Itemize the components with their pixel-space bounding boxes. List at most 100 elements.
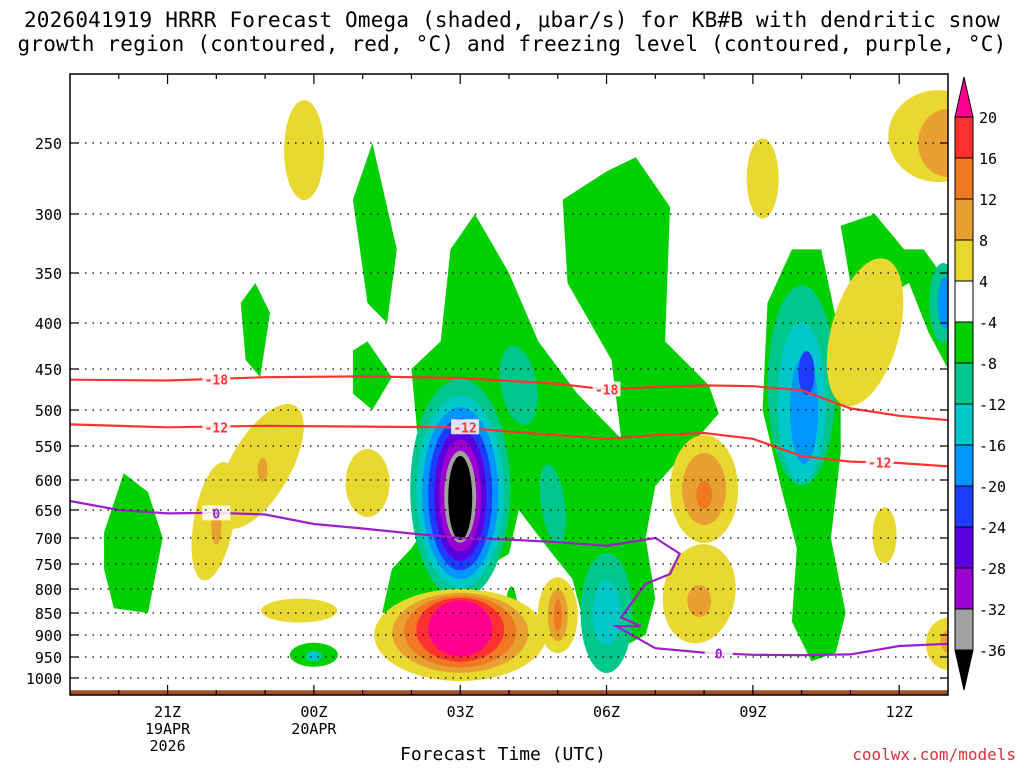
contour-label-0-a-bg	[202, 505, 231, 521]
colorbar-label--32: -32	[979, 601, 1006, 619]
colorbar-label--4: -4	[979, 314, 997, 332]
x-tick-year-21Z: 2026	[149, 737, 185, 755]
omega-cyan-right	[937, 277, 948, 329]
contour-label-minus12-c: -12	[868, 456, 891, 471]
colorbar-label-16: 16	[979, 150, 997, 168]
y-axis: 250 300 350 400 450 500 550 600 650 700 750 800 850 9…	[26, 135, 948, 688]
contour-freezing-level	[70, 499, 948, 657]
omega-green-left	[104, 473, 163, 613]
omega-yellow-850	[261, 598, 338, 623]
omega-cyan-950	[305, 651, 322, 662]
omega-teal-06c	[592, 581, 621, 645]
y-tick-label-350: 350	[35, 265, 62, 283]
y-tick-label-950: 950	[35, 649, 62, 667]
colorbar-bin--16	[954, 403, 974, 446]
y-tick-label-850: 850	[35, 605, 62, 623]
colorbar-bin-4	[954, 239, 974, 282]
colorbar-label--28: -28	[979, 560, 1006, 578]
y-tick-label-550: 550	[35, 438, 62, 456]
colorbar-bin-12	[954, 157, 974, 200]
y-tick-label-250: 250	[35, 135, 62, 153]
contour-label-minus12-b-bg	[451, 419, 480, 435]
omega-blue-10	[798, 351, 815, 396]
omega-orange-08z	[696, 481, 713, 509]
colorbar-label--16: -16	[979, 437, 1006, 455]
contour-label-0-a: 0	[212, 507, 220, 522]
omega-teal-03	[499, 345, 538, 425]
chart-title: 2026041919 HRRR Forecast Omega (shaded, …	[0, 8, 1024, 56]
contour-label-minus18-a-bg	[202, 371, 231, 387]
y-tick-label-400: 400	[35, 315, 62, 333]
colorbar-bin--20	[954, 444, 974, 487]
y-tick-label-700: 700	[35, 530, 62, 548]
y-tick-label-300: 300	[35, 206, 62, 224]
y-tick-label-600: 600	[35, 472, 62, 490]
contour-label-minus12-c-bg	[865, 454, 894, 470]
omega-green-upper	[352, 143, 397, 323]
omega-yellow-250	[284, 100, 325, 201]
title-line-1: 2026041919 HRRR Forecast Omega (shaded, …	[23, 8, 1001, 32]
colorbar-bin--24	[954, 485, 974, 528]
contour-label-minus12-a: -12	[205, 421, 228, 436]
contour-label-minus12-a-bg	[202, 419, 231, 435]
colorbar-label--8: -8	[979, 355, 997, 373]
contour-label-0-b: 0	[715, 647, 723, 662]
y-tick-label-1000: 1000	[26, 670, 62, 688]
contour-minus18	[70, 375, 948, 422]
y-tick-label-500: 500	[35, 402, 62, 420]
colorbar-bin--36	[954, 608, 974, 651]
x-tick-label-12Z: 12Z	[886, 703, 913, 721]
x-tick-date-21Z: 19APR	[145, 720, 191, 738]
colorbar-bin-below--36	[954, 649, 974, 691]
colorbar-bin--32	[954, 567, 974, 610]
contour-label-minus18-b-bg	[592, 381, 621, 397]
omega-yellow-22z-inner	[257, 457, 268, 482]
credit-link[interactable]: coolwx.com/models	[852, 745, 1016, 764]
x-tick-label-03Z: 03Z	[447, 703, 474, 721]
omega-down-magenta	[428, 600, 493, 657]
x-tick-date-00Z: 20APR	[291, 720, 337, 738]
y-tick-label-800: 800	[35, 581, 62, 599]
colorbar-label-8: 8	[979, 232, 988, 250]
omega-yellow-700	[872, 507, 897, 564]
x-tick-label-00Z: 00Z	[300, 703, 327, 721]
colorbar-label--24: -24	[979, 519, 1006, 537]
y-tick-label-900: 900	[35, 627, 62, 645]
y-tick-label-450: 450	[35, 361, 62, 379]
colorbar-label-20: 20	[979, 109, 997, 127]
colorbar-label-4: 4	[979, 273, 988, 291]
contour-label-minus12-b: -12	[453, 421, 476, 436]
y-tick-label-750: 750	[35, 556, 62, 574]
colorbar-bin--12	[954, 362, 974, 405]
colorbar-bin--4	[954, 280, 974, 323]
x-tick-label-21Z: 21Z	[154, 703, 181, 721]
colorbar-bin-8	[954, 198, 974, 241]
omega-green-small1	[240, 283, 270, 378]
omega-yellow-11z	[826, 258, 904, 407]
title-line-2: growth region (contoured, red, °C) and f…	[17, 32, 1007, 56]
colorbar-label-12: 12	[979, 191, 997, 209]
omega-lorange-lr	[940, 629, 948, 654]
x-tick-label-06Z: 06Z	[593, 703, 620, 721]
omega-orange-05z	[553, 599, 562, 632]
x-axis-title: Forecast Time (UTC)	[400, 744, 606, 765]
contour-label-0-b-bg	[704, 645, 733, 661]
colorbar-bin-16	[954, 116, 974, 159]
omega-yellow-600	[345, 449, 390, 517]
omega-lorange-07z	[687, 585, 712, 617]
colorbar-label--20: -20	[979, 478, 1006, 496]
colorbar-bin-above-20	[954, 76, 974, 118]
omega-teal-05	[539, 464, 567, 544]
colorbar-bin--8	[954, 321, 974, 364]
omega-core-black	[448, 456, 473, 540]
colorbar-bin--28	[954, 526, 974, 569]
contour-minus12	[70, 423, 948, 468]
colorbar: -36 -32 -28 -24 -20 -16 -12 -8 -4 4 8 12 16 20	[954, 76, 1006, 691]
omega-yellow-270	[746, 138, 779, 219]
colorbar-label--12: -12	[979, 396, 1006, 414]
colorbar-label--36: -36	[979, 642, 1006, 660]
y-tick-label-650: 650	[35, 502, 62, 520]
contour-label-minus18-a: -18	[205, 374, 229, 389]
omega-field: -18 -18 -12 -12 -12 0 0	[70, 90, 948, 695]
